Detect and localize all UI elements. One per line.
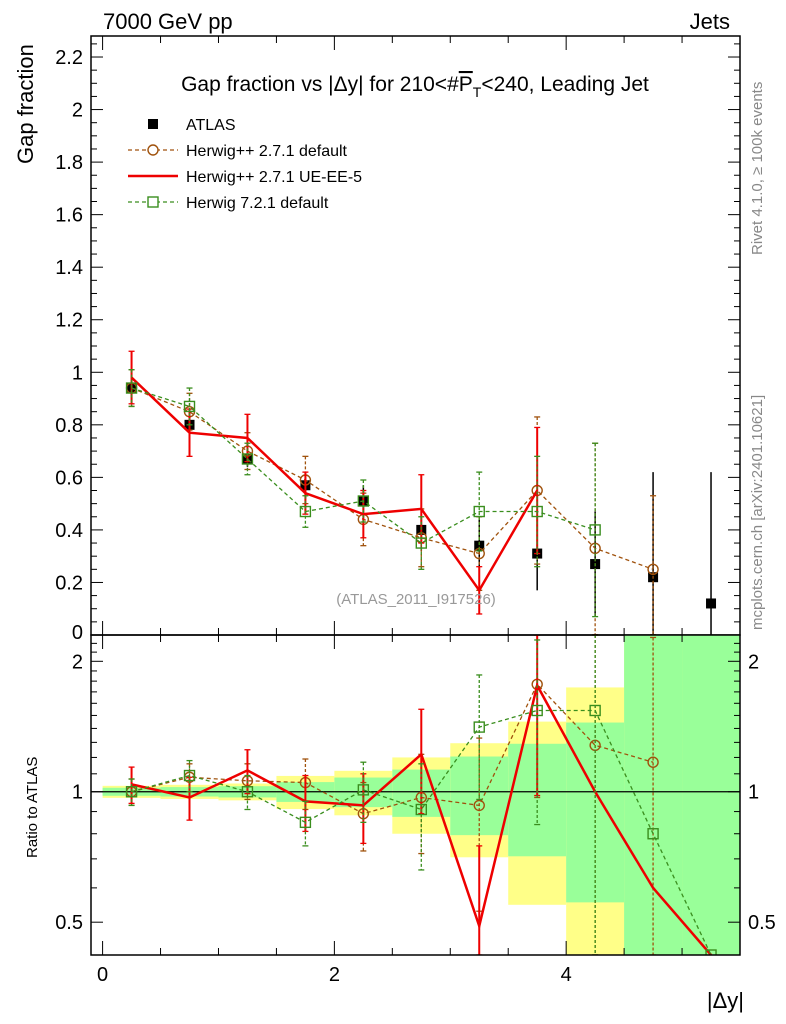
y-tick-label: 0.4 <box>55 520 83 542</box>
title-prefix: Gap fraction vs |Δy| for 210<# <box>181 73 459 96</box>
y-tick-label: 2.2 <box>55 47 83 69</box>
ratio-tick-label-right: 1 <box>748 782 759 804</box>
legend-herwig7-default-marker <box>147 196 159 208</box>
y-tick-label: 1.8 <box>55 152 83 174</box>
ratio-axis-title: Ratio to ATLAS <box>24 757 41 858</box>
rivet-version-label: Rivet 4.1.0, ≥ 100k events <box>749 82 766 255</box>
y-tick-label: 0.6 <box>55 467 83 489</box>
herwig7-default-ratio-point <box>357 784 370 796</box>
herwig7-default-ratio-point <box>589 704 601 717</box>
herwig7-default-ratio-point <box>473 721 485 733</box>
herwig7-default-point <box>589 524 601 536</box>
legend-herwigpp-default-label: Herwig++ 2.7.1 default <box>186 143 348 160</box>
ratio-tick-label: 2 <box>72 651 83 673</box>
atlas-data-point <box>474 540 485 551</box>
chart-title: Gap fraction vs |Δy| for 210<#PT<240, Le… <box>181 73 649 100</box>
herwig7-default-series <box>125 369 601 618</box>
herwigpp-default-ratio-point <box>647 756 659 768</box>
herwig7-default-point <box>241 453 254 465</box>
herwig7-default-ratio-point <box>125 786 138 798</box>
herwig7-default-ratio-point <box>299 816 312 829</box>
ratio-tick-label: 0.5 <box>55 912 83 934</box>
legend-herwig7-default-label: Herwig 7.2.1 default <box>186 195 329 212</box>
mcplots-label: mcplots.cern.ch [arXiv:2401.10621] <box>749 395 766 630</box>
x-tick-label: 4 <box>561 964 572 986</box>
herwigpp-ue-ee-5-series <box>128 350 541 615</box>
herwig7-default-ratio-point <box>415 803 427 816</box>
herwig7-default-ratio-point <box>241 786 254 798</box>
y-tick-label: 1.2 <box>55 310 83 332</box>
herwigpp-default-line <box>131 387 654 570</box>
herwigpp-default-point <box>647 563 659 576</box>
title-suffix: <240, Leading Jet <box>481 73 649 96</box>
ratio-tick-label-right: 0.5 <box>748 912 776 934</box>
herwig7-default-ratio-point <box>705 949 717 955</box>
herwig7-default-point <box>183 400 196 413</box>
y-tick-label: 1.6 <box>55 205 83 227</box>
herwigpp-default-ratio-point <box>473 799 485 812</box>
ratio-stat-band <box>682 635 740 955</box>
ratio-tick-label: 1 <box>72 782 83 804</box>
herwig7-default-ratio-line <box>131 709 712 955</box>
legend: ATLAS Herwig++ 2.7.1 default Herwig++ 2.7.… <box>128 117 362 212</box>
y-tick-label-zero: 0 <box>72 622 83 644</box>
y-tick-label: 1.4 <box>55 257 83 279</box>
y-tick-label: 1 <box>72 362 83 384</box>
herwig7-default-point <box>531 505 543 518</box>
herwig7-default-ratio-point <box>183 769 196 782</box>
title-t: T <box>473 84 482 100</box>
ratio-panel: 0.5 0.5 1 1 2 2 0 2 4 <box>55 634 776 986</box>
legend-herwigpp-ue-ee-5-label: Herwig++ 2.7.1 UE-EE-5 <box>186 169 362 186</box>
herwig7-default-ratio-series <box>125 635 717 955</box>
herwig7-default-point <box>357 495 370 507</box>
herwig7-default-point <box>125 382 138 394</box>
herwig7-default-ratio-point <box>647 828 659 840</box>
header-right-label: Jets <box>690 9 730 34</box>
y-tick-label: 0.2 <box>55 572 83 594</box>
x-axis-title: |Δy| <box>707 988 744 1013</box>
x-tick-label: 0 <box>97 964 108 986</box>
herwig7-default-ratio-point <box>531 704 543 717</box>
ratio-tick-label-right: 2 <box>748 651 759 673</box>
legend-atlas-marker <box>148 119 158 129</box>
header-left-label: 7000 GeV pp <box>103 9 233 34</box>
herwig7-default-point <box>299 505 312 518</box>
main-panel: 0.2 0.4 0.6 0.8 1 1.2 1.4 1.6 1.8 2 2.2 0 <box>55 35 741 644</box>
y-axis-title: Gap fraction <box>13 44 38 164</box>
herwig7-default-point <box>415 537 427 549</box>
herwigpp-ue-ee-5-line <box>130 376 539 593</box>
x-tick-label: 2 <box>329 964 340 986</box>
title-p: P <box>459 73 473 96</box>
y-tick-label: 2 <box>72 100 83 122</box>
herwig7-default-point <box>473 505 485 518</box>
y-tick-label: 0.8 <box>55 415 83 437</box>
ratio-frame <box>90 634 741 956</box>
watermark-label: (ATLAS_2011_I917526) <box>336 591 496 608</box>
legend-herwigpp-default-marker <box>147 144 159 156</box>
atlas-data-point <box>706 598 717 609</box>
legend-atlas-label: ATLAS <box>186 117 236 134</box>
